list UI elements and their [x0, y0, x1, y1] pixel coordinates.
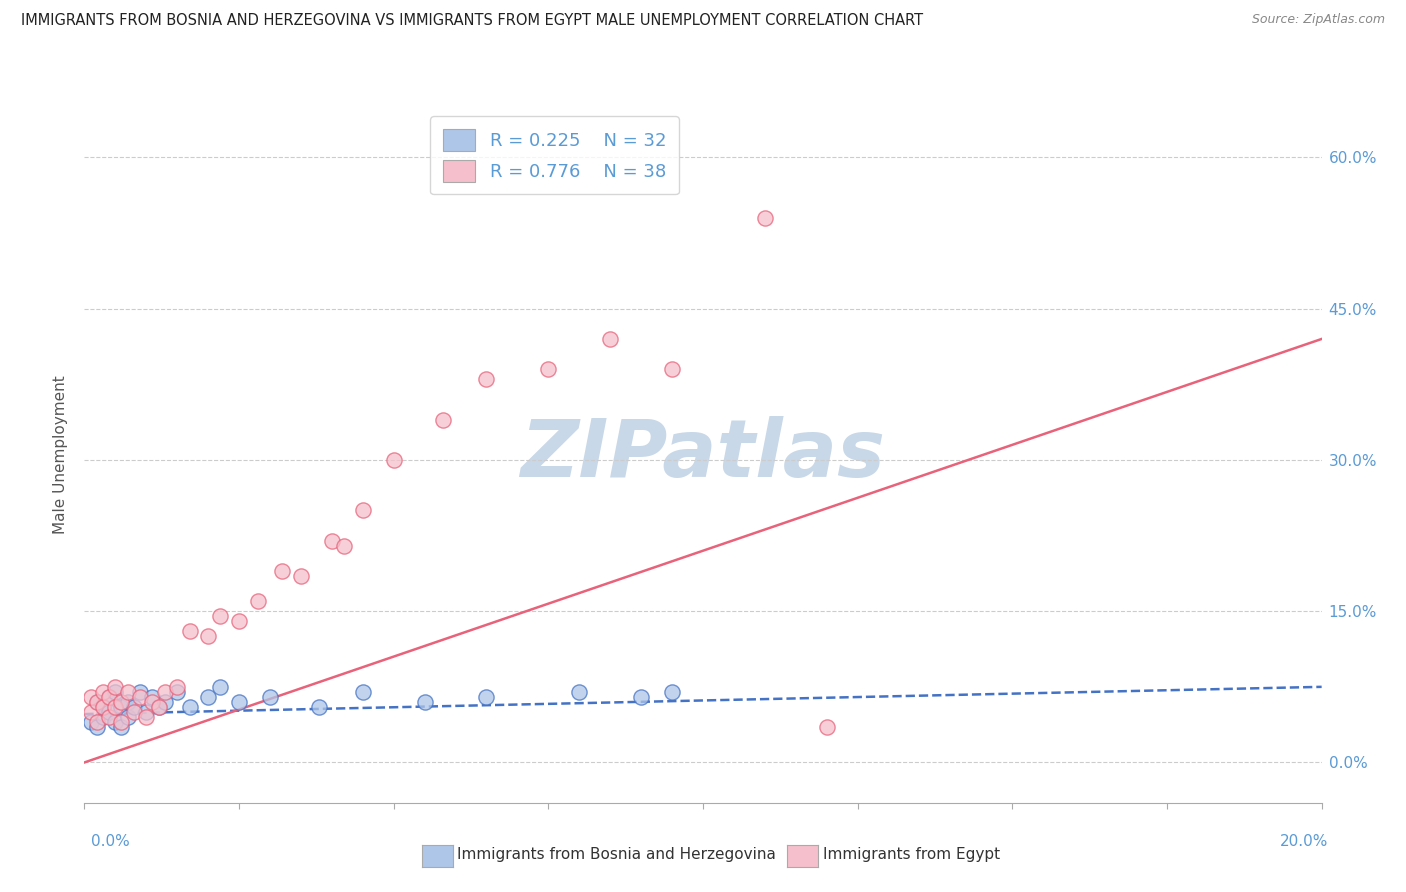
Point	[141, 695, 163, 709]
Text: IMMIGRANTS FROM BOSNIA AND HERZEGOVINA VS IMMIGRANTS FROM EGYPT MALE UNEMPLOYMEN: IMMIGRANTS FROM BOSNIA AND HERZEGOVINA V…	[21, 13, 924, 29]
Point	[382, 453, 405, 467]
Point	[98, 690, 121, 704]
Point	[153, 685, 176, 699]
Point	[117, 695, 139, 709]
Point	[475, 372, 498, 386]
Y-axis label: Male Unemployment: Male Unemployment	[53, 376, 69, 534]
Point	[91, 700, 114, 714]
Point	[79, 715, 101, 730]
Point	[129, 685, 152, 699]
Point	[352, 685, 374, 699]
Point	[86, 720, 108, 734]
Point	[104, 700, 127, 714]
Point	[86, 715, 108, 730]
Point	[135, 705, 157, 719]
Point	[166, 680, 188, 694]
Point	[110, 695, 132, 709]
Point	[179, 700, 201, 714]
Point	[129, 690, 152, 704]
Point	[110, 720, 132, 734]
Point	[754, 211, 776, 225]
Point	[98, 690, 121, 704]
Point	[308, 700, 330, 714]
Point	[98, 710, 121, 724]
Point	[135, 710, 157, 724]
Point	[110, 700, 132, 714]
Point	[228, 695, 250, 709]
Point	[475, 690, 498, 704]
Point	[141, 690, 163, 704]
Point	[228, 615, 250, 629]
Legend: R = 0.225    N = 32, R = 0.776    N = 38: R = 0.225 N = 32, R = 0.776 N = 38	[430, 116, 679, 194]
Point	[79, 690, 101, 704]
Text: Immigrants from Egypt: Immigrants from Egypt	[823, 847, 1000, 862]
Point	[153, 695, 176, 709]
Point	[79, 705, 101, 719]
Point	[413, 695, 436, 709]
Point	[104, 685, 127, 699]
Point	[537, 362, 560, 376]
Point	[86, 695, 108, 709]
Point	[432, 412, 454, 426]
Point	[197, 629, 219, 643]
Text: 20.0%: 20.0%	[1281, 834, 1329, 849]
Point	[91, 700, 114, 714]
Point	[104, 680, 127, 694]
Point	[209, 680, 232, 694]
Point	[91, 685, 114, 699]
Point	[259, 690, 281, 704]
Point	[91, 710, 114, 724]
Point	[661, 362, 683, 376]
Point	[568, 685, 591, 699]
Text: Immigrants from Bosnia and Herzegovina: Immigrants from Bosnia and Herzegovina	[457, 847, 776, 862]
Point	[148, 700, 170, 714]
Text: Source: ZipAtlas.com: Source: ZipAtlas.com	[1251, 13, 1385, 27]
Point	[98, 705, 121, 719]
Point	[122, 705, 145, 719]
Point	[110, 715, 132, 730]
Text: ZIPatlas: ZIPatlas	[520, 416, 886, 494]
Point	[209, 609, 232, 624]
Point	[117, 710, 139, 724]
Point	[599, 332, 621, 346]
Point	[246, 594, 269, 608]
Point	[86, 695, 108, 709]
Point	[179, 624, 201, 639]
Point	[197, 690, 219, 704]
Point	[117, 685, 139, 699]
Point	[352, 503, 374, 517]
Point	[271, 564, 294, 578]
Point	[148, 700, 170, 714]
Point	[630, 690, 652, 704]
Point	[104, 715, 127, 730]
Point	[290, 569, 312, 583]
Point	[122, 700, 145, 714]
Text: 0.0%: 0.0%	[91, 834, 131, 849]
Point	[321, 533, 343, 548]
Point	[333, 539, 356, 553]
Point	[815, 720, 838, 734]
Point	[166, 685, 188, 699]
Point	[661, 685, 683, 699]
